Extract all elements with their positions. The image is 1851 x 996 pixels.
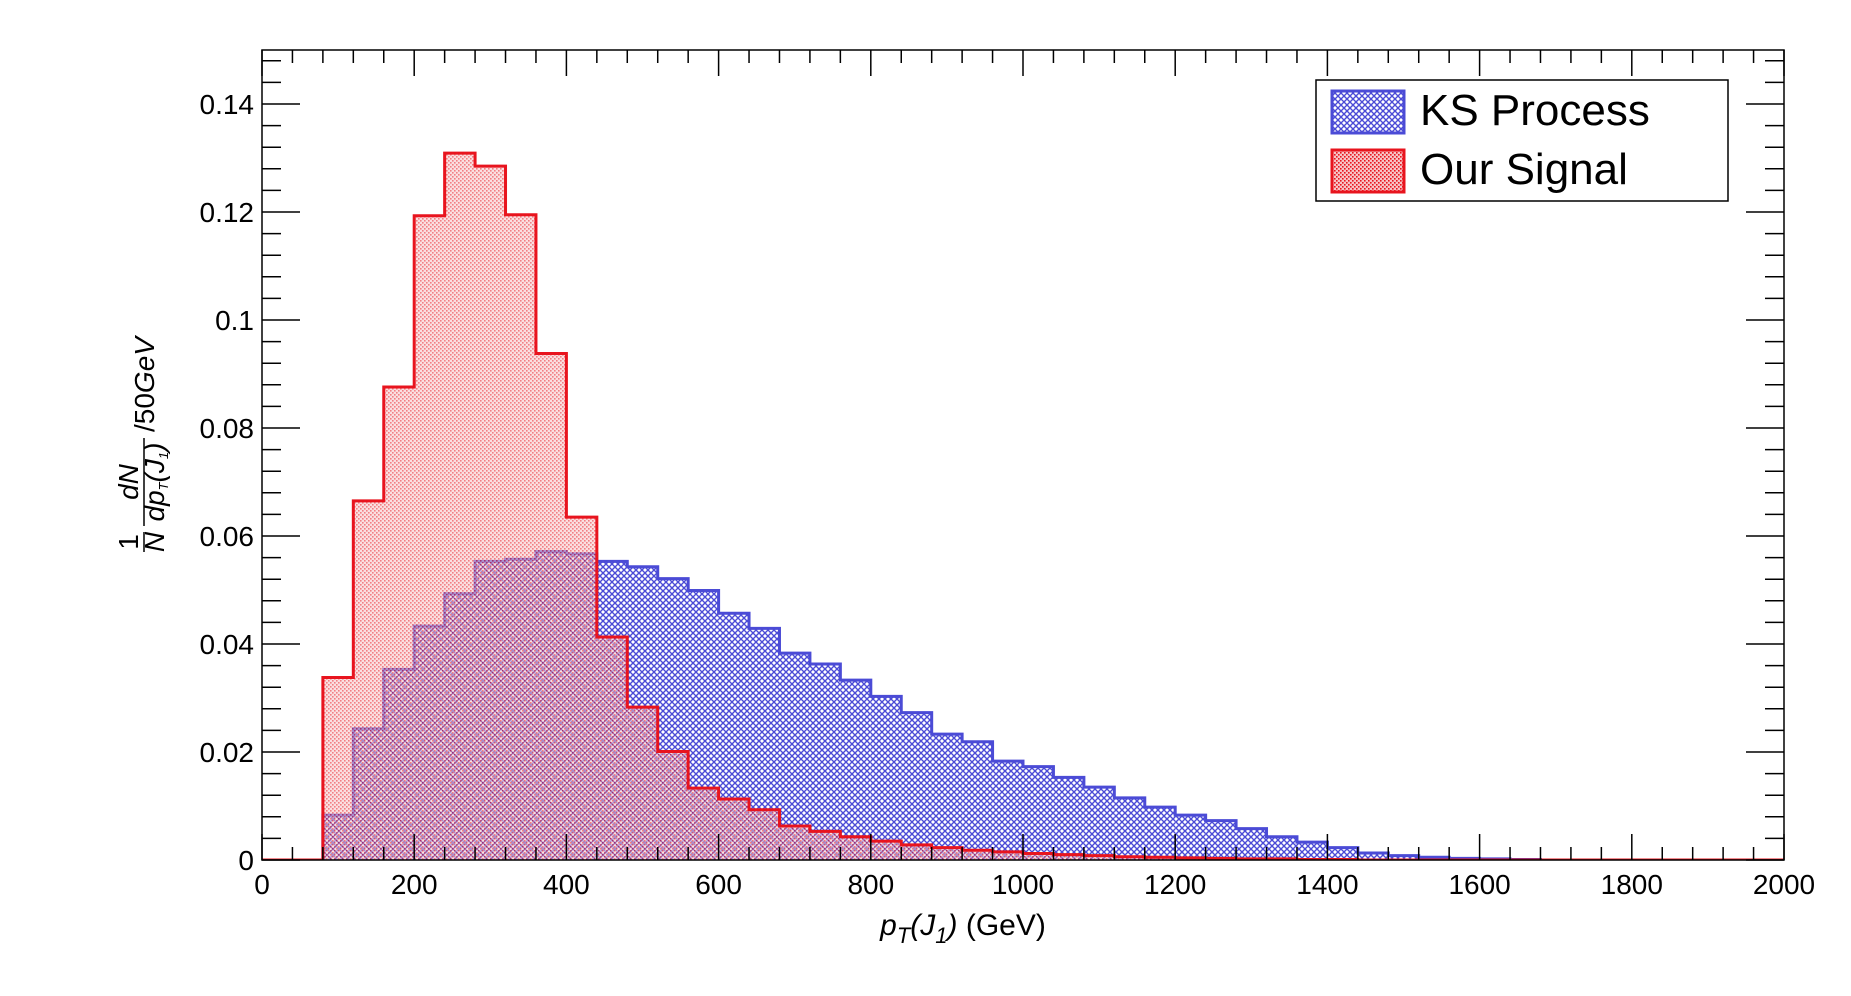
bar-our-signal-14 [688,788,719,860]
bar-ks-process-25 [1023,766,1054,860]
bar-our-signal-12 [627,707,658,860]
bar-ks-process-32 [1236,828,1267,860]
bar-ks-process-28 [1114,797,1145,860]
x-tick-label: 1600 [1448,869,1510,900]
y-tick-label: 0.12 [200,197,255,228]
x-tick-label: 200 [391,869,438,900]
bar-ks-process-35 [1327,847,1358,860]
bar-our-signal-18 [809,831,841,860]
bar-our-signal-23 [962,850,993,860]
y-label-N: N [139,531,170,552]
bar-ks-process-24 [992,761,1023,860]
bar-our-signal-26 [1053,854,1084,860]
bar-our-signal-27 [1083,855,1115,860]
x-tick-label: 1400 [1296,869,1358,900]
bar-our-signal-9 [535,353,567,860]
y-tick-label: 0.1 [215,305,254,336]
y-tick-label: 0.08 [200,413,255,444]
bar-ks-process-33 [1266,836,1297,860]
bar-ks-process-19 [840,680,871,860]
bar-our-signal-5 [414,215,445,860]
bar-ks-process-34 [1296,842,1328,860]
outline-our-signal [262,151,1784,860]
series-our-signal [262,151,1784,860]
bar-our-signal-10 [566,517,597,860]
x-tick-label: 1000 [992,869,1054,900]
bar-our-signal-2 [322,677,354,860]
bar-our-signal-6 [444,153,476,860]
bar-ks-process-27 [1083,787,1115,860]
legend: KS Process Our Signal [1315,79,1729,202]
bar-our-signal-25 [1023,853,1054,860]
legend-label-signal: Our Signal [1420,145,1628,194]
bar-our-signal-7 [475,166,506,860]
bar-ks-process-31 [1205,820,1237,860]
x-label-main: p [879,909,897,942]
bar-ks-process-18 [809,663,841,860]
bar-our-signal-20 [870,841,902,860]
bar-ks-process-37 [1388,855,1419,860]
legend-swatch-ks [1330,89,1406,135]
x-label-open: (J [910,909,936,942]
bar-our-signal-3 [353,500,384,860]
bar-ks-process-21 [901,712,932,860]
bar-our-signal-4 [383,386,415,860]
x-tick-label: 800 [847,869,894,900]
x-tick-label: 400 [543,869,590,900]
bar-our-signal-28 [1114,856,1145,860]
x-tick-label: 1800 [1601,869,1663,900]
y-tick-label: 0.14 [200,89,255,120]
legend-label-ks: KS Process [1420,86,1650,135]
y-label-dN: dN [113,463,144,500]
bar-ks-process-22 [931,734,963,860]
bar-our-signal-8 [505,214,536,860]
bar-ks-process-20 [870,696,902,860]
y-tick-label: 0.02 [200,737,255,768]
y-label-denominator: dpT(J1) [139,443,171,522]
bar-our-signal-15 [718,798,750,860]
bar-ks-process-30 [1175,815,1206,860]
bar-ks-process-26 [1053,777,1084,860]
x-label-unit: (GeV) [958,909,1046,942]
x-tick-label: 1200 [1144,869,1206,900]
bar-ks-process-29 [1144,807,1176,860]
y-label-one: 1 [113,534,144,550]
bar-our-signal-17 [779,825,810,860]
x-axis: 0 200 400 600 800 1000 1200 1400 1600 1800 2000 [254,50,1815,900]
x-tick-label: 600 [695,869,742,900]
bar-our-signal-11 [596,636,628,860]
x-label-sub2: 1 [935,923,947,948]
legend-swatch-signal [1330,148,1406,194]
y-label-per: /50GeV [129,335,160,432]
y-tick-label: 0.06 [200,521,255,552]
x-label-sub: T [897,923,912,948]
bar-our-signal-24 [992,851,1023,860]
x-axis-label: pT(J1) (GeV) [879,909,1046,948]
bar-our-signal-22 [931,847,963,860]
series-layer [262,151,1784,860]
y-axis-label: 1 N dN dpT(J1) /50GeV [113,335,171,552]
y-tick-label: 0.04 [200,629,255,660]
y-axis: 0 0.02 0.04 0.06 0.08 0.1 0.12 0.14 [200,60,1784,876]
bar-our-signal-21 [901,844,932,860]
bar-our-signal-13 [657,751,689,860]
x-label-close: ) [945,909,958,942]
bar-our-signal-16 [749,809,780,860]
bar-ks-process-23 [962,741,993,860]
bar-our-signal-19 [840,836,871,860]
x-tick-label: 2000 [1753,869,1815,900]
x-tick-label: 0 [254,869,270,900]
bar-ks-process-36 [1357,852,1389,860]
y-tick-label: 0 [238,845,254,876]
